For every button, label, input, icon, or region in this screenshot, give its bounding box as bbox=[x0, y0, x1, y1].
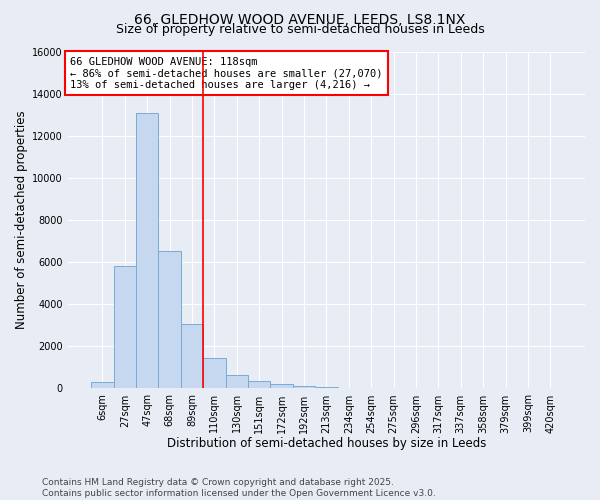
Y-axis label: Number of semi-detached properties: Number of semi-detached properties bbox=[15, 110, 28, 330]
Bar bbox=[226, 375, 248, 388]
Bar bbox=[293, 386, 315, 388]
Text: Contains HM Land Registry data © Crown copyright and database right 2025.
Contai: Contains HM Land Registry data © Crown c… bbox=[42, 478, 436, 498]
Bar bbox=[158, 250, 181, 388]
Bar bbox=[91, 382, 113, 388]
Bar bbox=[113, 266, 136, 388]
Bar bbox=[136, 112, 158, 388]
Text: 66, GLEDHOW WOOD AVENUE, LEEDS, LS8 1NX: 66, GLEDHOW WOOD AVENUE, LEEDS, LS8 1NX bbox=[134, 12, 466, 26]
Bar bbox=[203, 358, 226, 388]
Bar bbox=[181, 324, 203, 388]
Text: 66 GLEDHOW WOOD AVENUE: 118sqm
← 86% of semi-detached houses are smaller (27,070: 66 GLEDHOW WOOD AVENUE: 118sqm ← 86% of … bbox=[70, 56, 383, 90]
Bar bbox=[271, 384, 293, 388]
Text: Size of property relative to semi-detached houses in Leeds: Size of property relative to semi-detach… bbox=[116, 22, 484, 36]
X-axis label: Distribution of semi-detached houses by size in Leeds: Distribution of semi-detached houses by … bbox=[167, 437, 486, 450]
Bar bbox=[248, 381, 271, 388]
